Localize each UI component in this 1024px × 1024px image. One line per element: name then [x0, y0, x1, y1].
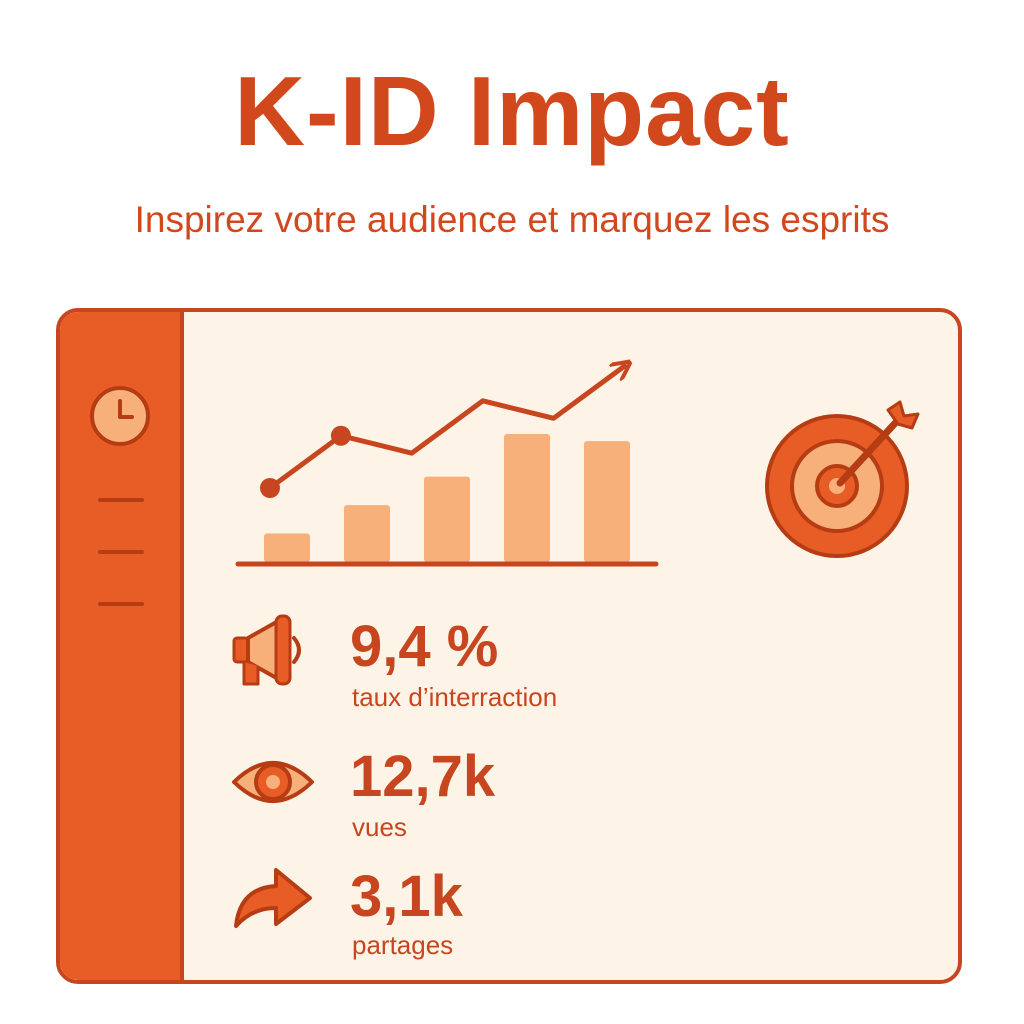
menu-item-3[interactable]: [98, 602, 144, 606]
chart-bar: [424, 476, 470, 562]
sidebar: [60, 312, 184, 980]
trend-line: [267, 366, 625, 491]
stat-label-shares: partages: [352, 930, 454, 960]
eye-icon: [232, 761, 314, 803]
clock-icon[interactable]: [88, 384, 152, 448]
page-subtitle: Inspirez votre audience et marquez les e…: [134, 199, 890, 240]
chart-bar: [504, 434, 550, 562]
dashboard-window: 9,4 % taux d’interraction 12,7k vues 3,1…: [56, 308, 962, 984]
stat-value-views: 12,7k: [350, 744, 496, 809]
trend-point: [330, 425, 351, 446]
menu-item-2[interactable]: [98, 550, 144, 554]
megaphone-icon: [232, 614, 301, 686]
stat-label-views: vues: [352, 812, 407, 842]
trend-point: [260, 478, 280, 498]
share-arrow-icon: [234, 868, 312, 928]
chart-bar: [264, 533, 310, 562]
chart-bar: [344, 505, 390, 562]
target-icon: [765, 400, 920, 558]
stat-value-interaction: 9,4 %: [350, 614, 499, 679]
page-title: K-ID Impact: [234, 56, 790, 166]
menu-item-1[interactable]: [98, 498, 144, 502]
growth-chart: [235, 348, 659, 567]
chart-bar: [584, 441, 630, 562]
stat-label-interaction: taux d’interraction: [352, 682, 558, 712]
stat-value-shares: 3,1k: [350, 864, 463, 929]
